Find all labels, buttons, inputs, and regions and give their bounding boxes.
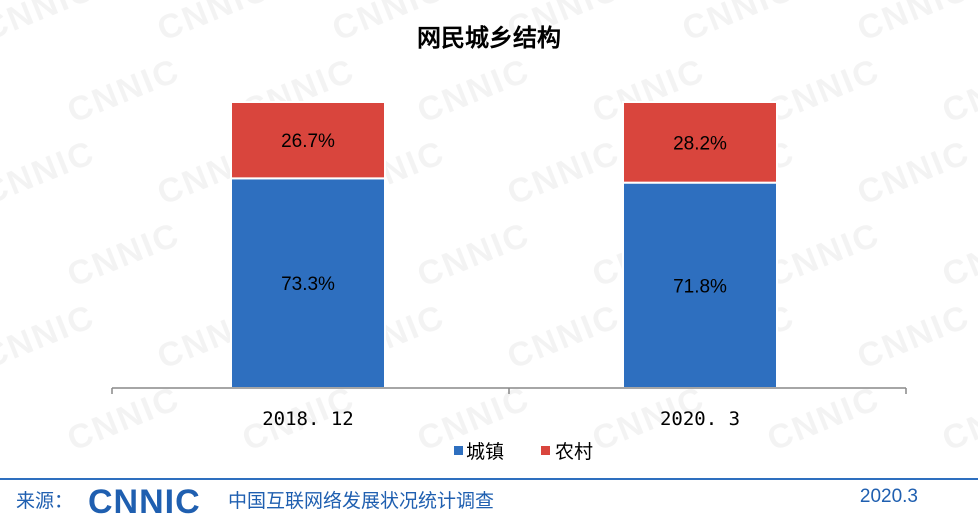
bar-segment	[622, 101, 778, 184]
footer-source-label: 来源：	[16, 490, 74, 512]
legend-swatch	[541, 446, 550, 455]
footer-organization: 中国互联网络发展状况统计调查	[228, 490, 495, 512]
data-label: 28.2%	[673, 133, 727, 154]
data-label: 73.3%	[281, 274, 335, 295]
legend-label: 农村	[555, 441, 593, 463]
data-label: 71.8%	[673, 276, 727, 297]
bar-segment	[622, 181, 778, 389]
footer-divider	[0, 478, 978, 480]
legend-swatch	[454, 446, 463, 455]
x-tick-label: 2020. 3	[660, 408, 740, 430]
bar-segment	[230, 177, 386, 389]
data-label: 26.7%	[281, 131, 335, 152]
bar-segment	[230, 101, 386, 180]
cnnic-logo-text: CNNIC	[88, 484, 201, 518]
footer-date: 2020.3	[859, 486, 918, 507]
chart-plot: 73.3% 26.7% 2018. 12 71.8% 28.2% 2020. 3 城镇 农村	[111, 101, 907, 463]
legend-label: 城镇	[466, 441, 504, 463]
cnnic-logo: CNNIC	[88, 484, 201, 518]
x-tick-label: 2018. 12	[262, 408, 354, 430]
chart-title: 网民城乡结构	[417, 24, 561, 52]
